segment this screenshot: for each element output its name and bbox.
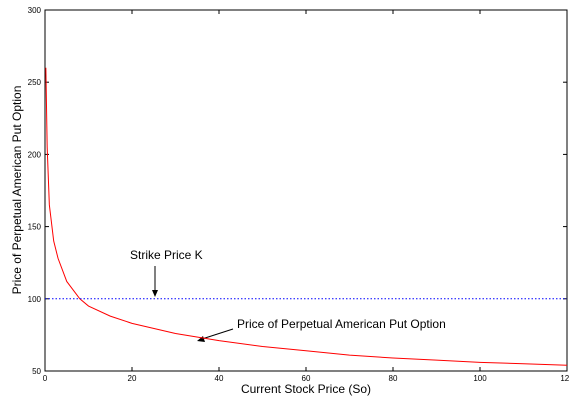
y-tick-label: 100 (28, 295, 42, 304)
x-tick-label: 20 (128, 374, 137, 383)
y-axis-label: Price of Perpetual American Put Option (10, 86, 24, 295)
y-tick-label: 50 (32, 367, 41, 376)
x-tick-label: 80 (389, 374, 398, 383)
x-tick-label: 100 (473, 374, 487, 383)
annotation: Price of Perpetual American Put Option (237, 317, 446, 331)
arrow (197, 328, 234, 342)
y-tick-label: 200 (28, 150, 42, 159)
plot-area (44, 9, 568, 372)
x-tick-label: 60 (302, 374, 311, 383)
x-tick-label: 0 (43, 374, 48, 383)
y-tick-label: 150 (28, 223, 42, 232)
y-tick-label: 300 (28, 6, 42, 15)
annotation: Strike Price K (130, 248, 203, 262)
arrow (152, 266, 158, 297)
y-tick-label: 250 (28, 78, 42, 87)
line (45, 67, 568, 366)
x-tick-label: 40 (215, 374, 224, 383)
x-tick-label: 120 (560, 374, 569, 383)
x-axis-label: Current Stock Price (So) (241, 382, 371, 396)
